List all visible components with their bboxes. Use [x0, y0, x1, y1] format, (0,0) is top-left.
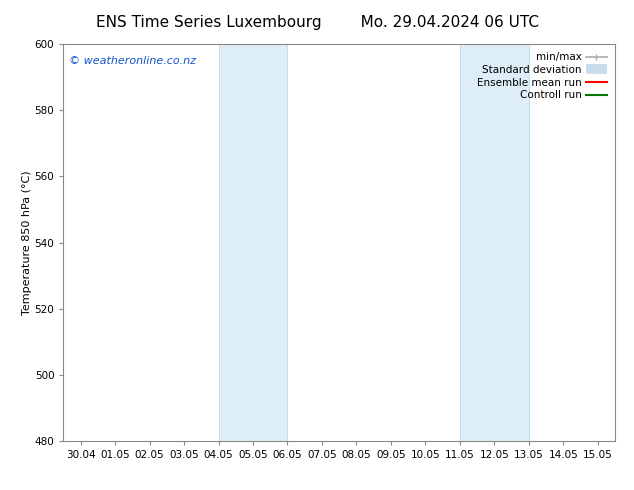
Legend: min/max, Standard deviation, Ensemble mean run, Controll run: min/max, Standard deviation, Ensemble me…: [474, 49, 610, 103]
Bar: [219, 44, 287, 441]
Text: © weatheronline.co.nz: © weatheronline.co.nz: [69, 56, 196, 66]
Y-axis label: Temperature 850 hPa (°C): Temperature 850 hPa (°C): [22, 170, 32, 315]
Bar: [460, 44, 529, 441]
Text: ENS Time Series Luxembourg        Mo. 29.04.2024 06 UTC: ENS Time Series Luxembourg Mo. 29.04.202…: [96, 15, 538, 30]
